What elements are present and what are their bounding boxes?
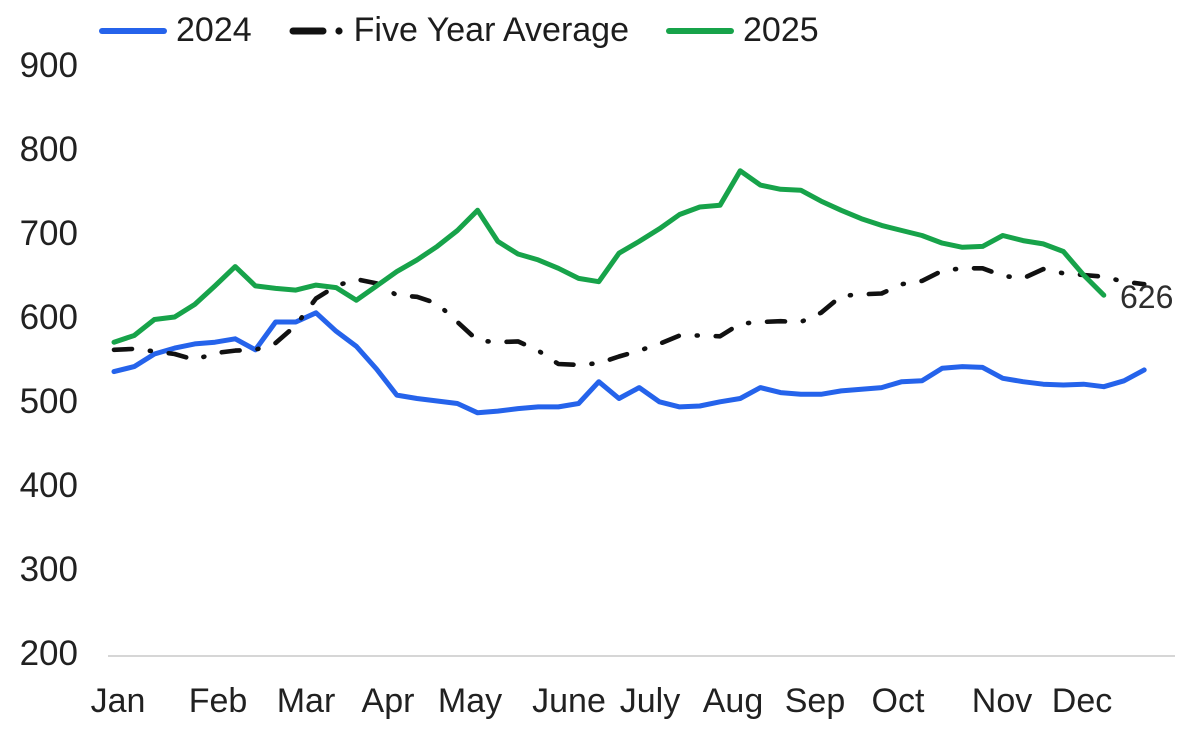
legend-item-2024: 2024 [98, 11, 252, 50]
y-axis-tick-labels: 900 800 700 600 500 400 300 200 [20, 46, 78, 673]
x-tick-label: May [438, 682, 502, 720]
x-tick-label: July [620, 682, 680, 720]
series-line-five-year-average [111, 265, 1147, 368]
x-tick-label: Feb [189, 682, 248, 720]
legend-label-2025: 2025 [743, 11, 819, 49]
legend-label-five-year-average: Five Year Average [353, 11, 629, 49]
legend-item-five-year-average: Five Year Average [288, 11, 629, 50]
x-tick-label: Dec [1052, 682, 1112, 720]
y-tick-label: 900 [20, 46, 78, 85]
end-value-label: 626 [1120, 279, 1173, 315]
y-tick-label: 300 [20, 550, 78, 589]
y-tick-label: 500 [20, 382, 78, 421]
legend-label-2024: 2024 [176, 11, 252, 49]
legend-swatch-2025-solid-line [666, 27, 734, 34]
x-axis-month-labels: Jan Feb Mar Apr May June July Aug Sep Oct Nov Dec [91, 682, 1113, 720]
series-line-2025 [111, 168, 1107, 345]
y-tick-label: 200 [20, 634, 78, 673]
y-tick-label: 400 [20, 466, 78, 505]
x-tick-label: Oct [872, 682, 925, 720]
x-tick-label: Nov [972, 682, 1032, 720]
legend-swatch-dash-dot-line [289, 26, 343, 35]
series-lines [111, 168, 1147, 416]
x-tick-label: Sep [785, 682, 846, 720]
legend-swatch-2024-solid-line [99, 27, 167, 34]
x-tick-label: Aug [703, 682, 764, 720]
series-line-2024 [111, 310, 1147, 416]
x-tick-label: Apr [362, 682, 415, 720]
x-tick-label: Jan [91, 682, 146, 720]
legend: 2024 Five Year Average 2025 [98, 11, 819, 50]
y-tick-label: 600 [20, 298, 78, 337]
y-tick-label: 700 [20, 214, 78, 253]
x-tick-label: June [532, 682, 606, 720]
legend-item-2025: 2025 [665, 11, 819, 50]
x-tick-label: Mar [277, 682, 336, 720]
y-tick-label: 800 [20, 130, 78, 169]
